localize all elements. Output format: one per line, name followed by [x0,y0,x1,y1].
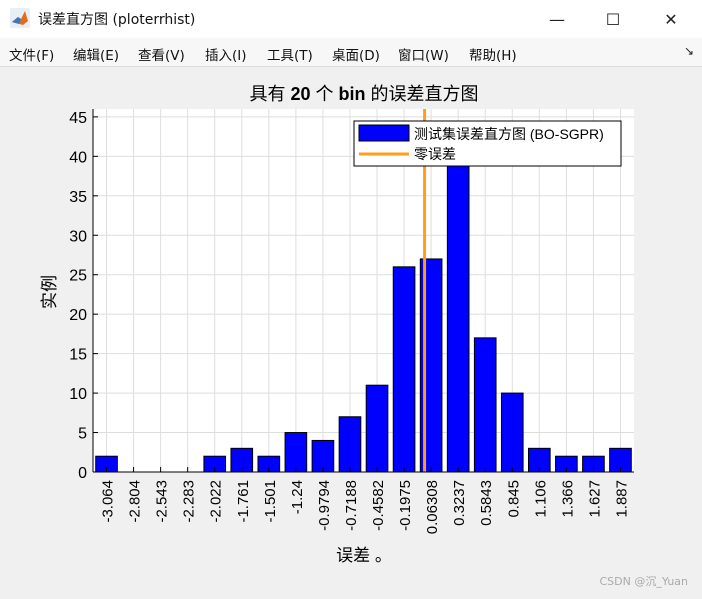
plot-area [93,109,634,472]
matlab-logo-icon [10,8,30,28]
x-tick-label-5: -1.761 [235,480,252,523]
y-tick-label-5: 25 [69,268,87,285]
watermark: CSDN @沉_Yuan [599,575,689,588]
menu-insert[interactable]: 插入(I) [205,48,247,64]
histogram-bar-14 [473,337,497,473]
menu-desktop[interactable]: 桌面(D) [332,48,380,64]
close-button[interactable]: ✕ [664,9,678,29]
x-tick-label-10: -0.4582 [370,480,387,531]
y-axis-label: 实例 [40,275,59,309]
dock-arrow-icon[interactable]: ↘ [683,44,694,58]
menu-edit[interactable]: 编辑(E) [73,48,120,64]
y-tick-label-0: 0 [78,465,87,482]
x-tick-label-8: -0.9794 [316,480,333,531]
histogram-bar-13 [446,163,470,473]
legend-swatch-histogram [358,124,410,142]
maximize-button[interactable]: ☐ [605,9,621,29]
x-tick-label-16: 1.106 [532,480,549,518]
title-suffix: 的误差直方图 [366,84,479,104]
x-tick-label-0: -3.064 [100,480,117,523]
histogram-bar-9 [338,416,362,473]
x-tick-label-13: 0.3237 [451,480,468,526]
y-tick-label-6: 30 [69,228,87,245]
title-bar: 误差直方图 (ploterrhist) — ☐ ✕ [0,0,702,38]
x-tick-label-6: -1.501 [262,480,279,523]
bars [95,163,632,473]
menu-view[interactable]: 查看(V) [138,48,185,64]
histogram-chart: 具有 20 个 bin 的误差直方图 0 5 10 15 20 25 30 35 40 45 -3.… [40,84,634,565]
x-tick-label-1: -2.804 [127,480,144,523]
x-tick-label-18: 1.627 [586,480,603,518]
title-bin-word: bin [339,84,366,104]
y-tick-label-3: 15 [69,347,87,364]
y-tick-label-2: 10 [69,386,87,403]
chart-title: 具有 20 个 bin 的误差直方图 [249,84,478,104]
axes [92,109,634,473]
legend-label-zero-error: 零误差 [414,146,456,162]
x-tick-label-7: -1.24 [289,480,306,514]
menu-window[interactable]: 窗口(W) [398,48,449,64]
title-bins-count: 20 [290,84,310,104]
y-tick-label-4: 20 [69,307,87,324]
y-tick-label-8: 40 [69,149,87,166]
x-tick-label-11: -0.1975 [397,480,414,531]
histogram-bar-10 [365,384,389,473]
window-title: 误差直方图 (ploterrhist) [38,12,196,28]
title-prefix: 具有 [249,84,290,104]
x-tick-label-17: 1.366 [559,480,576,518]
x-tick-label-4: -2.022 [208,480,225,523]
x-tick-label-3: -2.283 [181,480,198,523]
histogram-bar-15 [500,392,524,473]
menu-help[interactable]: 帮助(H) [469,48,517,64]
menu-file[interactable]: 文件(F) [9,48,55,64]
figure-canvas: 具有 20 个 bin 的误差直方图 0 5 10 15 20 25 30 35 40 45 -3.… [0,67,702,595]
x-tick-label-15: 0.845 [505,480,522,518]
y-tick-label-1: 5 [78,426,87,443]
legend: 测试集误差直方图 (BO-SGPR) 零误差 [353,120,622,167]
x-tick-label-2: -2.543 [154,480,171,523]
x-tick-label-14: 0.5843 [478,480,495,526]
histogram-bar-11 [392,266,416,473]
x-axis-label: 误差 。 [336,546,392,565]
histogram-bar-7 [284,432,308,473]
x-tick-label-9: -0.7188 [343,480,360,531]
y-tick-label-7: 35 [69,189,87,206]
menu-bar: 文件(F) 编辑(E) 查看(V) 插入(I) 工具(T) 桌面(D) 窗口(W… [0,38,702,67]
legend-label-histogram: 测试集误差直方图 (BO-SGPR) [414,126,604,142]
minimize-button[interactable]: — [549,9,565,29]
x-tick-label-19: 1.887 [613,480,630,518]
title-mid: 个 [311,84,339,104]
menu-tools[interactable]: 工具(T) [267,48,313,64]
x-tick-label-12: 0.06308 [424,480,441,534]
legend-box [353,120,622,167]
tick-labels: 0 5 10 15 20 25 30 35 40 45 -3.064 -2.804 -2.543 -2.2… [69,110,630,534]
y-tick-label-9: 45 [69,110,87,127]
